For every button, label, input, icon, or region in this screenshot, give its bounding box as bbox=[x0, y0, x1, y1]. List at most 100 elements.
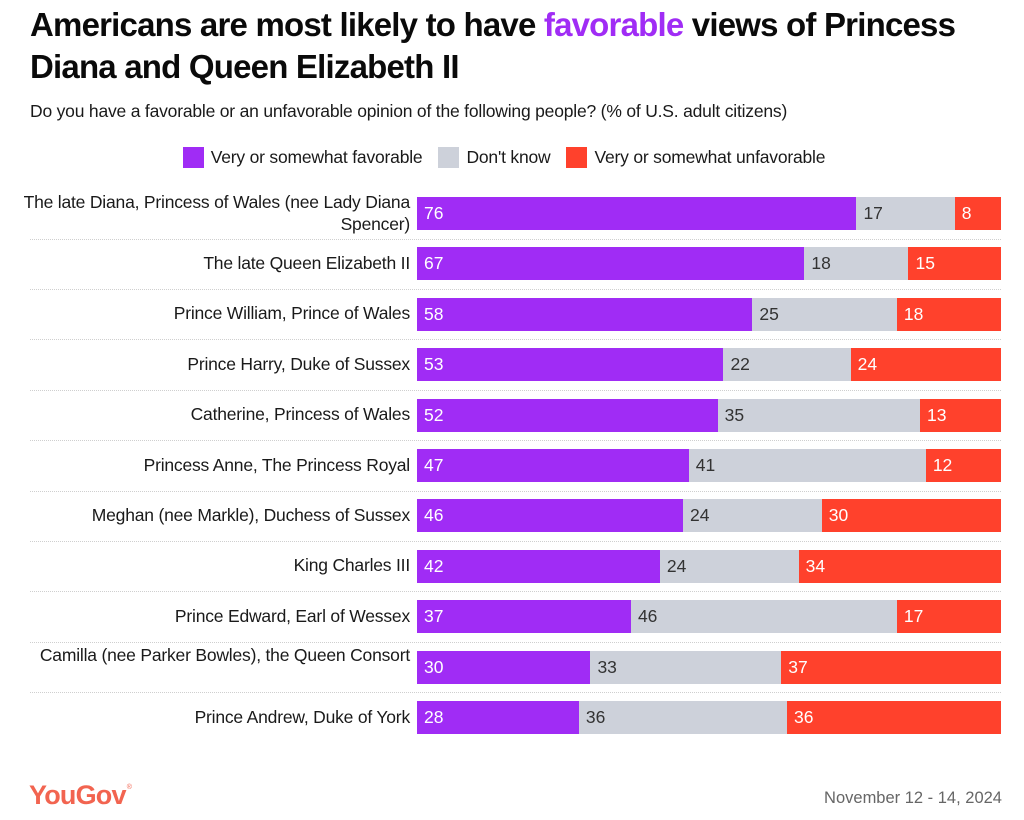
legend-label-dont-know: Don't know bbox=[466, 147, 551, 167]
legend-swatch-dont-know bbox=[438, 147, 460, 168]
row-separator bbox=[30, 238, 1001, 240]
value-label-unfavorable: 15 bbox=[915, 253, 935, 274]
row-separator bbox=[30, 339, 1001, 341]
bar-segment-unfavorable bbox=[896, 600, 1001, 634]
category-label: Prince Harry, Duke of Sussex bbox=[187, 353, 410, 374]
category-label: The late Diana, Princess of Wales (nee L… bbox=[23, 191, 411, 234]
value-label-dont-know: 18 bbox=[811, 253, 831, 274]
bar-segment-dont-know bbox=[630, 600, 897, 634]
value-label-dont-know: 22 bbox=[730, 354, 750, 375]
bar-segment-favorable bbox=[417, 600, 631, 634]
bar-segment-unfavorable bbox=[954, 197, 1001, 230]
value-label-favorable: 53 bbox=[424, 354, 444, 375]
legend-label-unfavorable: Very or somewhat unfavorable bbox=[594, 147, 826, 167]
row-separator bbox=[30, 490, 1001, 492]
yougov-logo: YouGov® bbox=[29, 780, 132, 811]
value-label-favorable: 46 bbox=[424, 505, 444, 526]
brand-name: YouGov bbox=[29, 780, 127, 810]
value-label-favorable: 28 bbox=[424, 707, 444, 727]
bar-segment-unfavorable bbox=[798, 549, 1001, 583]
title-highlight: favorable bbox=[543, 6, 684, 43]
bar-segment-dont-know bbox=[659, 549, 799, 583]
row-separator bbox=[30, 440, 1001, 442]
bar-segment-favorable bbox=[417, 549, 660, 583]
category-label: Meghan (nee Markle), Duchess of Sussex bbox=[91, 504, 410, 525]
bar-segment-favorable bbox=[417, 247, 805, 281]
bar-segment-dont-know bbox=[590, 650, 782, 684]
bar-segment-favorable bbox=[417, 398, 718, 432]
value-label-favorable: 37 bbox=[424, 606, 444, 627]
value-label-favorable: 52 bbox=[424, 404, 444, 425]
value-label-favorable: 47 bbox=[424, 455, 444, 475]
value-label-favorable: 67 bbox=[424, 253, 444, 274]
bar-segment-unfavorable bbox=[925, 449, 1001, 482]
bar-segment-favorable bbox=[417, 499, 683, 533]
value-label-unfavorable: 12 bbox=[932, 455, 953, 475]
bar-segment-dont-know bbox=[752, 297, 897, 331]
value-label-dont-know: 25 bbox=[759, 303, 779, 324]
row-separator bbox=[30, 641, 1001, 643]
title-suffix: views of Princess Diana and Queen Elizab… bbox=[30, 6, 956, 85]
chart-subtitle: Do you have a favorable or an unfavorabl… bbox=[30, 101, 788, 121]
bar-segment-unfavorable bbox=[787, 701, 1001, 734]
bar-segment-unfavorable bbox=[908, 247, 1001, 281]
value-label-favorable: 30 bbox=[424, 656, 444, 677]
bar-segment-dont-know bbox=[804, 247, 909, 281]
bar-segment-favorable bbox=[417, 297, 753, 331]
row-separator bbox=[30, 692, 1001, 694]
category-label: King Charles III bbox=[293, 555, 411, 576]
row-separator bbox=[30, 540, 1001, 542]
bar-segment-dont-know bbox=[856, 197, 955, 230]
value-label-unfavorable: 8 bbox=[961, 203, 972, 223]
legend-item-unfavorable: Very or somewhat unfavorable bbox=[566, 147, 825, 168]
value-label-dont-know: 33 bbox=[597, 656, 617, 677]
bar-segment-dont-know bbox=[717, 398, 921, 432]
value-label-unfavorable: 18 bbox=[903, 303, 924, 324]
category-label: Princess Anne, The Princess Royal bbox=[143, 454, 411, 475]
bar-segment-dont-know bbox=[688, 449, 926, 482]
bar-segment-dont-know bbox=[578, 701, 788, 734]
value-label-unfavorable: 13 bbox=[927, 404, 947, 425]
category-label: Camilla (nee Parker Bowles), the Queen C… bbox=[39, 645, 410, 666]
value-label-dont-know: 36 bbox=[585, 707, 606, 727]
category-label: Prince Andrew, Duke of York bbox=[194, 706, 411, 727]
value-label-dont-know: 46 bbox=[637, 606, 658, 627]
value-label-unfavorable: 34 bbox=[805, 555, 826, 576]
value-label-dont-know: 24 bbox=[689, 505, 710, 526]
value-label-favorable: 58 bbox=[424, 303, 444, 324]
bar-segment-unfavorable bbox=[821, 499, 1001, 533]
survey-date: November 12 - 14, 2024 bbox=[824, 789, 1002, 807]
value-label-unfavorable: 24 bbox=[857, 354, 878, 375]
value-label-dont-know: 41 bbox=[695, 455, 716, 475]
bar-segment-unfavorable bbox=[781, 650, 1001, 684]
legend: Very or somewhat favorable Don't know Ve… bbox=[0, 147, 1024, 168]
category-label: The late Queen Elizabeth II bbox=[203, 252, 410, 273]
row-separator bbox=[30, 389, 1001, 391]
bar-segment-favorable bbox=[417, 701, 579, 734]
bar-segment-favorable bbox=[417, 197, 857, 230]
bar-segment-favorable bbox=[417, 650, 591, 684]
value-label-favorable: 76 bbox=[424, 203, 444, 223]
value-label-dont-know: 24 bbox=[666, 555, 687, 576]
bar-segment-favorable bbox=[417, 348, 724, 382]
value-label-unfavorable: 36 bbox=[794, 707, 814, 727]
bar-segment-favorable bbox=[417, 449, 689, 482]
legend-label-favorable: Very or somewhat favorable bbox=[210, 147, 423, 167]
value-label-dont-know: 35 bbox=[724, 404, 745, 425]
bar-segment-unfavorable bbox=[920, 398, 1001, 432]
value-label-dont-know: 17 bbox=[863, 203, 883, 223]
row-separator bbox=[30, 288, 1001, 290]
registered-mark: ® bbox=[126, 784, 132, 791]
category-label: Prince Edward, Earl of Wessex bbox=[174, 605, 410, 626]
value-label-favorable: 42 bbox=[424, 555, 444, 576]
bar-segment-dont-know bbox=[682, 499, 822, 533]
bar-segment-unfavorable bbox=[896, 297, 1001, 331]
title-prefix: Americans are most likely to have bbox=[30, 6, 544, 43]
legend-swatch-favorable bbox=[182, 147, 204, 168]
value-label-unfavorable: 37 bbox=[788, 656, 808, 677]
category-label: Catherine, Princess of Wales bbox=[190, 404, 411, 425]
bar-segment-dont-know bbox=[723, 348, 851, 382]
value-label-unfavorable: 17 bbox=[903, 606, 924, 627]
legend-swatch-unfavorable bbox=[566, 147, 588, 168]
